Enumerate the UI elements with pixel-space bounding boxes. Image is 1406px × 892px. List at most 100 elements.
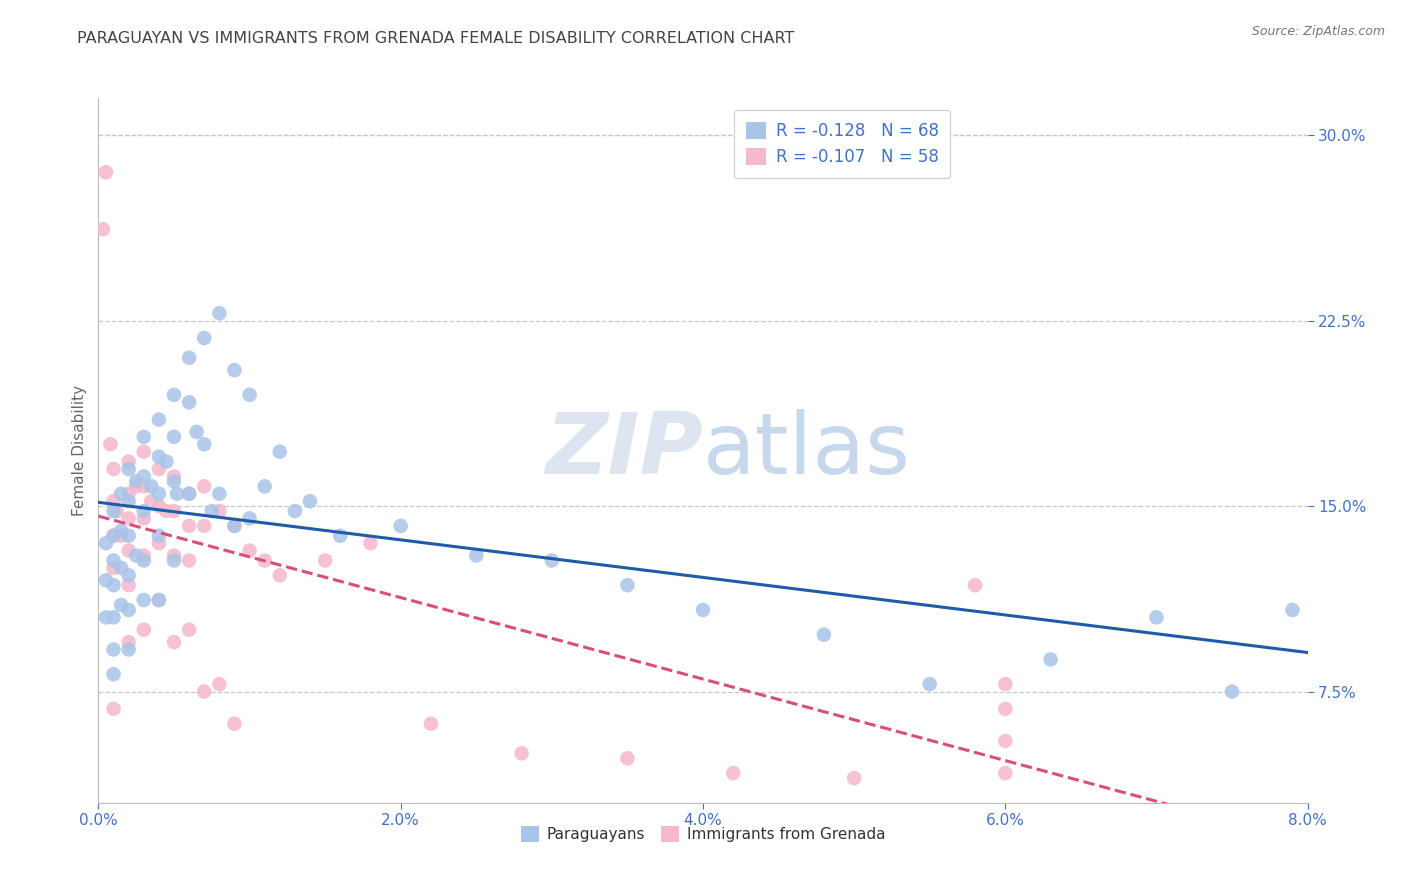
Point bbox=[994, 766, 1017, 780]
Point bbox=[269, 568, 291, 582]
Point bbox=[1039, 652, 1062, 666]
Point bbox=[163, 549, 186, 563]
Point bbox=[239, 511, 262, 525]
Point bbox=[208, 306, 231, 320]
Point bbox=[389, 519, 412, 533]
Point bbox=[224, 519, 246, 533]
Point bbox=[994, 702, 1017, 716]
Point bbox=[163, 504, 186, 518]
Point bbox=[148, 450, 170, 464]
Point bbox=[253, 479, 276, 493]
Point bbox=[118, 642, 141, 657]
Point bbox=[132, 469, 155, 483]
Point bbox=[103, 667, 125, 681]
Y-axis label: Female Disability: Female Disability bbox=[72, 384, 87, 516]
Point bbox=[193, 479, 215, 493]
Point bbox=[314, 553, 336, 567]
Point bbox=[155, 454, 177, 468]
Point bbox=[148, 462, 170, 476]
Point bbox=[179, 487, 201, 501]
Point bbox=[103, 462, 125, 476]
Point bbox=[994, 677, 1017, 691]
Point bbox=[103, 561, 125, 575]
Point bbox=[723, 766, 745, 780]
Point bbox=[103, 610, 125, 624]
Point bbox=[179, 553, 201, 567]
Point bbox=[110, 524, 132, 538]
Point bbox=[965, 578, 987, 592]
Point bbox=[844, 771, 866, 785]
Point bbox=[994, 734, 1017, 748]
Point bbox=[110, 598, 132, 612]
Point bbox=[118, 603, 141, 617]
Point bbox=[918, 677, 941, 691]
Text: PARAGUAYAN VS IMMIGRANTS FROM GRENADA FEMALE DISABILITY CORRELATION CHART: PARAGUAYAN VS IMMIGRANTS FROM GRENADA FE… bbox=[77, 31, 794, 46]
Point bbox=[103, 642, 125, 657]
Point bbox=[103, 529, 125, 543]
Point bbox=[224, 363, 246, 377]
Point bbox=[616, 578, 638, 592]
Point bbox=[118, 462, 141, 476]
Point bbox=[329, 529, 352, 543]
Point bbox=[179, 395, 201, 409]
Point bbox=[141, 494, 163, 508]
Point bbox=[510, 747, 533, 761]
Point bbox=[465, 549, 488, 563]
Point bbox=[132, 504, 155, 518]
Point bbox=[103, 553, 125, 567]
Point bbox=[94, 165, 117, 179]
Point bbox=[208, 487, 231, 501]
Point bbox=[94, 536, 117, 550]
Point bbox=[94, 574, 117, 588]
Point bbox=[118, 543, 141, 558]
Point bbox=[616, 751, 638, 765]
Point bbox=[208, 504, 231, 518]
Point bbox=[1281, 603, 1303, 617]
Point bbox=[193, 684, 215, 698]
Point bbox=[148, 593, 170, 607]
Point bbox=[132, 444, 155, 458]
Point bbox=[103, 578, 125, 592]
Point bbox=[179, 487, 201, 501]
Point bbox=[163, 553, 186, 567]
Point bbox=[166, 487, 188, 501]
Point bbox=[118, 511, 141, 525]
Point bbox=[148, 499, 170, 513]
Text: ZIP: ZIP bbox=[546, 409, 703, 492]
Point bbox=[239, 388, 262, 402]
Point bbox=[239, 543, 262, 558]
Point bbox=[179, 519, 201, 533]
Point bbox=[132, 593, 155, 607]
Point bbox=[540, 553, 562, 567]
Point bbox=[148, 529, 170, 543]
Point bbox=[125, 549, 148, 563]
Point bbox=[360, 536, 382, 550]
Point bbox=[94, 610, 117, 624]
Point bbox=[193, 437, 215, 451]
Point bbox=[132, 553, 155, 567]
Point bbox=[118, 454, 141, 468]
Point bbox=[110, 487, 132, 501]
Point bbox=[148, 412, 170, 426]
Point bbox=[163, 469, 186, 483]
Point bbox=[103, 702, 125, 716]
Point bbox=[118, 529, 141, 543]
Point bbox=[201, 504, 224, 518]
Point bbox=[179, 351, 201, 365]
Point bbox=[118, 578, 141, 592]
Point bbox=[148, 487, 170, 501]
Point bbox=[813, 628, 835, 642]
Point bbox=[148, 536, 170, 550]
Point bbox=[100, 437, 122, 451]
Point bbox=[118, 568, 141, 582]
Text: atlas: atlas bbox=[703, 409, 911, 492]
Point bbox=[224, 716, 246, 731]
Point bbox=[103, 494, 125, 508]
Point bbox=[269, 444, 291, 458]
Point bbox=[91, 222, 114, 236]
Point bbox=[118, 487, 141, 501]
Point bbox=[163, 475, 186, 489]
Point bbox=[110, 529, 132, 543]
Point bbox=[163, 388, 186, 402]
Point bbox=[132, 511, 155, 525]
